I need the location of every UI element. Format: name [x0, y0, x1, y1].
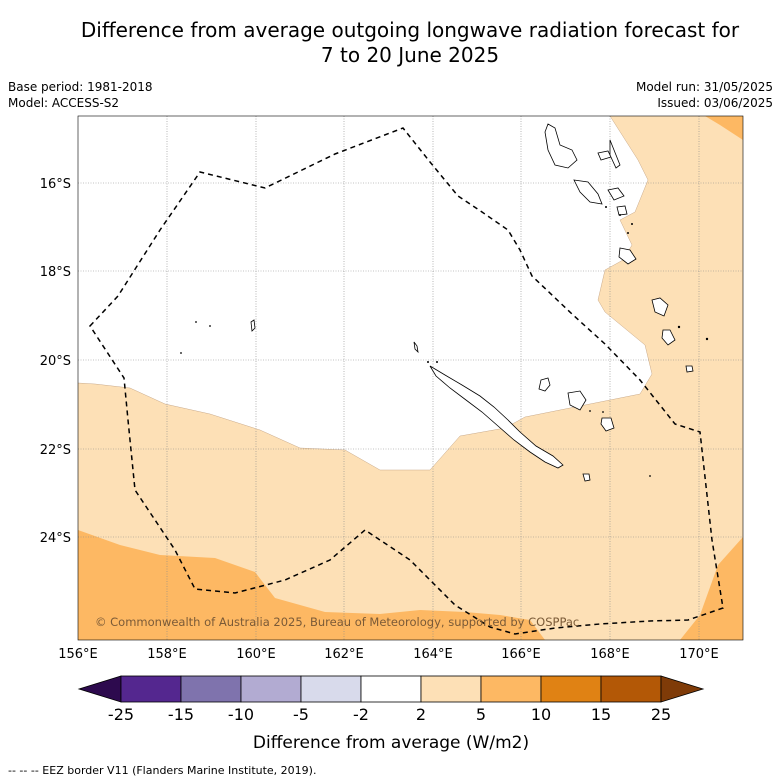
colorbar-tick: -5	[293, 705, 309, 724]
belep-islands	[413, 341, 419, 354]
map-title: Difference from average outgoing longwav…	[0, 18, 781, 68]
latitude-labels: 16°S 18°S 20°S 22°S 24°S	[40, 177, 71, 546]
model-run-text: Model run: 31/05/2025	[635, 80, 773, 94]
lon-label: 168°E	[590, 647, 630, 662]
longitude-labels: 156°E 158°E 160°E 162°E 164°E 166°E 168°…	[58, 647, 719, 662]
colorbar-tick: 15	[591, 705, 611, 724]
colorbar-tick: -15	[168, 705, 194, 724]
colorbar-label: Difference from average (W/m2)	[253, 733, 529, 753]
anomaly-region-5-10-southwest	[78, 530, 545, 640]
eez-footnote: -- -- -- EEZ border V11 (Flanders Marine…	[8, 764, 316, 777]
tanna	[661, 329, 676, 346]
lon-label: 170°E	[679, 647, 719, 662]
ambrym	[607, 187, 625, 201]
colorbar-tick: -25	[108, 705, 134, 724]
loyalty-islands-lifou	[567, 390, 587, 411]
lon-label: 166°E	[501, 647, 541, 662]
colorbar-tick: -2	[353, 705, 369, 724]
map-frame	[77, 115, 744, 641]
colorbar-tick: 25	[651, 705, 671, 724]
colorbar-segment	[240, 675, 302, 703]
colorbar-extension-high	[660, 675, 705, 703]
colorbar-segment	[480, 675, 542, 703]
malekula	[573, 179, 603, 205]
base-period-text: Base period: 1981-2018	[8, 80, 153, 94]
colorbar-segment	[120, 675, 182, 703]
new-caledonia-grande-terre	[429, 365, 564, 469]
erromango	[651, 297, 669, 317]
issued-text: Issued: 03/06/2025	[657, 96, 773, 110]
colorbar-segment	[420, 675, 482, 703]
lon-label: 162°E	[324, 647, 364, 662]
model-text: Model: ACCESS-S2	[8, 96, 120, 110]
aneityum	[685, 365, 694, 373]
colorbar-tick: 10	[531, 705, 551, 724]
lon-label: 160°E	[236, 647, 276, 662]
anomaly-region-5-10-southeast	[680, 537, 743, 640]
colorbar-segment	[360, 675, 422, 703]
colorbar-extension-low	[77, 675, 122, 703]
loyalty-islands-mare	[600, 417, 615, 432]
copyright-notice: © Commonwealth of Australia 2025, Bureau…	[95, 615, 579, 629]
graticule	[78, 116, 743, 640]
lat-label: 20°S	[40, 354, 71, 369]
small-islets	[180, 206, 709, 477]
eez-border	[89, 127, 724, 635]
lon-label: 164°E	[413, 647, 453, 662]
colorbar-segment	[540, 675, 602, 703]
pentecost	[609, 139, 621, 169]
lat-label: 16°S	[40, 177, 71, 192]
isle-of-pines	[582, 473, 591, 482]
espiritu-santo	[544, 123, 578, 169]
colorbar-segment	[300, 675, 362, 703]
colorbar-ticks: -25 -15 -10 -5 -2 2 5 10 15 25	[108, 705, 671, 724]
anomaly-region-5-10-northeast	[705, 116, 743, 140]
title-line-1: Difference from average outgoing longwav…	[80, 18, 740, 42]
left-meta: Base period: 1981-2018 Model: ACCESS-S2	[8, 79, 153, 111]
lat-label: 24°S	[40, 531, 71, 546]
colorbar-tick: 2	[416, 705, 426, 724]
anomaly-region-2-5	[78, 116, 743, 640]
loyalty-islands-ouvea	[538, 377, 551, 392]
colorbar-segment	[600, 675, 662, 703]
efate	[618, 247, 637, 265]
lat-label: 18°S	[40, 265, 71, 280]
colorbar-tick: -10	[228, 705, 254, 724]
colorbar-tick: 5	[476, 705, 486, 724]
lat-label: 22°S	[40, 443, 71, 458]
colorbar-segment	[180, 675, 242, 703]
right-meta: Model run: 31/05/2025 Issued: 03/06/2025	[636, 79, 773, 111]
lon-label: 156°E	[58, 647, 98, 662]
lon-label: 158°E	[147, 647, 187, 662]
chesterfield-islands	[250, 319, 256, 332]
epi	[616, 205, 628, 216]
title-line-2: 7 to 20 June 2025	[320, 43, 500, 67]
colorbar	[77, 675, 705, 703]
map-area: © Commonwealth of Australia 2025, Bureau…	[78, 116, 743, 640]
coastlines	[250, 123, 694, 482]
